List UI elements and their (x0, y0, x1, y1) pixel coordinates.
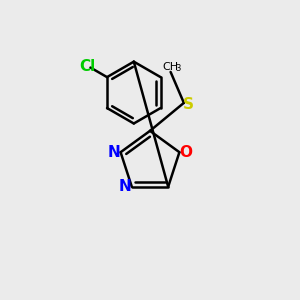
Text: 3: 3 (175, 64, 181, 73)
Text: N: N (108, 145, 121, 160)
Text: S: S (183, 97, 194, 112)
Text: Cl: Cl (79, 58, 95, 74)
Text: CH: CH (163, 62, 179, 72)
Text: O: O (179, 145, 192, 160)
Text: N: N (119, 179, 132, 194)
